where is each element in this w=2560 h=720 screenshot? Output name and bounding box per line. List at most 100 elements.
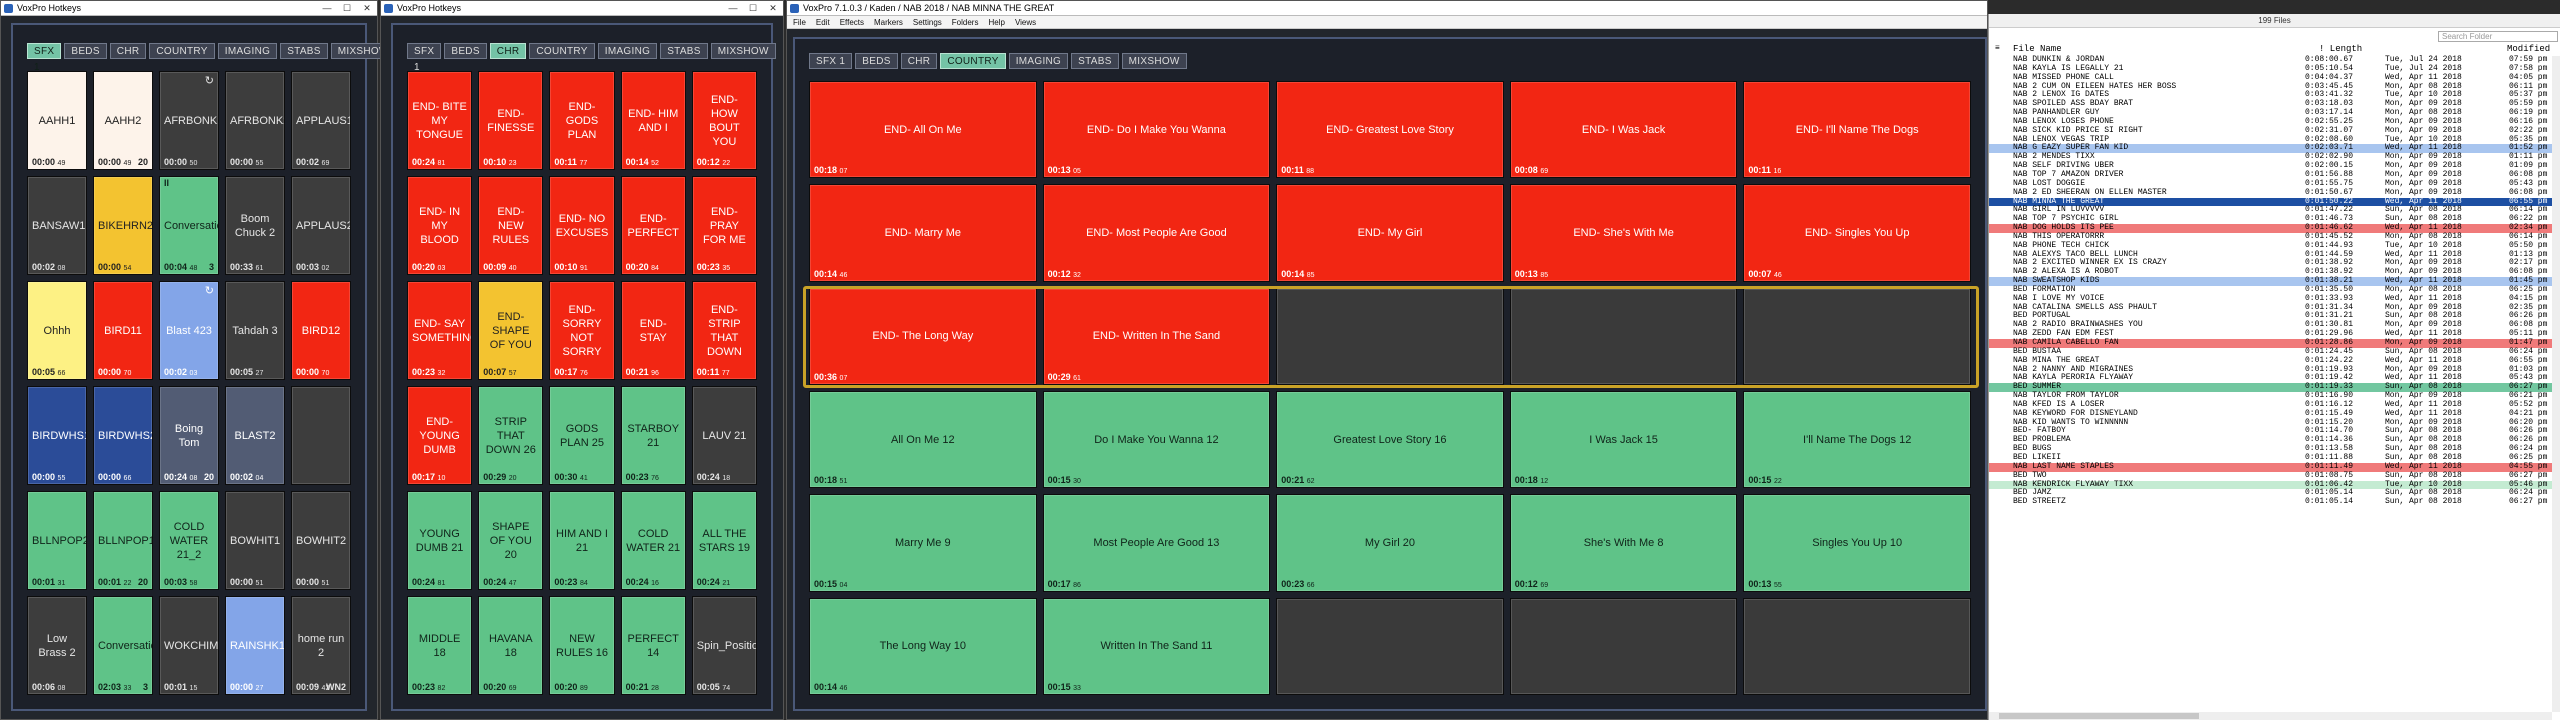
file-row[interactable]: NAB PHONE TECH CHICK 0:01:44.93 Tue, Apr 1… [1989,241,2560,251]
hotkey-pad[interactable]: END- My Girl 00:14 85 [1276,184,1504,282]
col-length[interactable]: ! Length [2319,44,2363,54]
file-row[interactable]: NAB SELF DRIVING UBER 0:02:00.15 Mon, Apr … [1989,161,2560,171]
hotkey-pad[interactable]: END- Most People Are Good 00:12 32 [1042,184,1271,282]
file-row[interactable]: NAB TOP 7 AMAZON DRIVER 0:01:56.88 Mon, Ap… [1989,170,2560,180]
hotkey-pad[interactable]: END- Marry Me 00:14 46 [809,184,1037,282]
hotkey-pad[interactable]: END- Singles You Up 00:07 46 [1743,184,1971,282]
tab-chr[interactable]: CHR [109,43,147,59]
hotkey-pad[interactable]: BLLNPOP2 00:01 31 [27,491,87,590]
file-row[interactable]: NAB TOP 7 PSYCHIC GIRL 0:01:46.73 Sun, Apr… [1989,214,2560,224]
menu-file[interactable]: File [793,18,806,27]
tab-imaging[interactable]: IMAGING [217,43,278,59]
hotkey-pad[interactable] [1276,597,1504,695]
file-row[interactable]: NAB I LOVE MY VOICE 0:01:33.93 Wed, Apr 11… [1989,294,2560,304]
tab-imaging[interactable]: IMAGING [597,43,658,59]
col-modified[interactable]: Modified [2507,44,2551,54]
hotkey-pad[interactable]: Boom Chuck 2 00:33 61 [225,176,285,275]
hotkey-pad[interactable]: PERFECT 14 00:21 28 [620,596,686,695]
hotkey-pad[interactable]: BIRD11 00:00 70 [93,281,153,380]
vertical-scrollbar[interactable] [2552,56,2560,712]
hotkey-pad[interactable]: Most People Are Good 13 00:17 86 [1042,494,1271,592]
file-row[interactable]: NAB KID WANTS TO WINNNNN 0:01:15.20 Mon, A… [1989,418,2560,428]
tab-stabs[interactable]: STABS [660,43,708,59]
menu-help[interactable]: Help [988,18,1005,27]
file-row[interactable]: NAB KEYWORD FOR DISNEYLAND 0:01:15.49 Wed,… [1989,409,2560,419]
file-row[interactable]: BED BUGS 0:01:13.58 Sun, Apr 08 2018 06:24 … [1989,444,2560,454]
hotkey-pad[interactable] [291,386,351,485]
hotkey-pad[interactable]: END- NO EXCUSES 00:10 91 [549,176,615,275]
tab-country[interactable]: COUNTRY [529,43,595,59]
scroll-thumb[interactable] [1999,713,2199,719]
file-row[interactable]: BED- FATBOY 0:01:14.70 Sun, Apr 08 2018 06:… [1989,427,2560,436]
hotkey-pad[interactable]: All On Me 12 00:18 51 [809,391,1037,489]
file-row[interactable]: NAB CATALINA SMELLS ASS PHAULT 0:01:31.34… [1989,303,2560,313]
close-icon[interactable]: ✕ [769,3,777,13]
hotkey-pad[interactable]: APPLAUS2 00:03 02 [291,176,351,275]
tab-mixshow[interactable]: MIXSHOW [1121,53,1187,69]
hotkey-pad[interactable]: ALL THE STARS 19 00:24 21 [691,491,757,590]
tab-country[interactable]: COUNTRY [940,53,1006,69]
hotkey-pad[interactable] [1509,597,1738,695]
file-row[interactable]: NAB SWEATSHOP KIDS 0:01:38.21 Wed, Apr 11 … [1989,276,2560,286]
file-row[interactable]: BED PORTUGAL 0:01:31.21 Sun, Apr 08 2018 06… [1989,312,2560,321]
hotkey-pad[interactable]: COLD WATER 21 00:24 16 [620,491,686,590]
file-row[interactable]: NAB PANHANDLER GUY 0:03:17.14 Mon, Apr 08 … [1989,108,2560,118]
file-row[interactable]: NAB SPOILED ASS BDAY BRAT 0:03:18.03 Mon, … [1989,99,2560,109]
hotkey-pad[interactable]: Greatest Love Story 16 00:21 62 [1276,391,1504,489]
minimize-icon[interactable]: — [728,3,738,13]
file-row[interactable]: NAB G EAZY SUPER FAN KID 0:02:03.71 Wed, A… [1989,144,2560,154]
maximize-icon[interactable]: ☐ [748,3,758,13]
file-row[interactable]: NAB MINA THE GREAT 0:01:24.22 Wed, Apr 11 … [1989,356,2560,366]
hotkey-pad[interactable]: Tahdah 3 00:05 27 [225,281,285,380]
file-row[interactable]: NAB KENDRICK FLYAWAY TIXX 0:01:06.42 Tue, … [1989,480,2560,490]
hotkey-pad[interactable]: Spin_Positioner5 00:05 74 [691,596,757,695]
hotkey-pad[interactable]: BIRDWHS1 00:00 55 [27,386,87,485]
maximize-icon[interactable]: ☐ [342,3,352,13]
tab-stabs[interactable]: STABS [280,43,328,59]
file-row[interactable]: BED STREETZ 0:01:05.14 Sun, Apr 08 2018 06:… [1989,497,2560,507]
hotkey-pad[interactable]: HIM AND I 21 00:23 84 [549,491,615,590]
file-row[interactable]: NAB LOST DOGGIE 0:01:55.75 Mon, Apr 09 201… [1989,179,2560,189]
tab-sfx-1[interactable]: SFX 1 [407,43,442,73]
file-row[interactable]: NAB KFED IS A LOSER 0:01:16.12 Wed, Apr 11… [1989,400,2560,410]
file-row[interactable]: BED PROBLEMA 0:01:14.36 Sun, Apr 08 2018 06… [1989,435,2560,445]
file-row[interactable]: NAB 2 EXCITED WINNER EX IS CRAZY 0:01:38.… [1989,259,2560,268]
hotkey-pad[interactable]: END- She's With Me 00:13 85 [1509,184,1738,282]
hotkey-pad[interactable]: Conversation_2 00:04 48 3 II [159,176,219,275]
hotkey-pad[interactable]: Ohhh 00:05 66 [27,281,87,380]
hotkey-pad[interactable]: END- IN MY BLOOD 00:20 03 [407,176,473,275]
minimize-icon[interactable]: — [322,3,332,13]
file-row[interactable]: NAB CAMILA CABELLO FAN 0:01:28.86 Mon, Apr… [1989,338,2560,348]
hotkey-pad[interactable]: END- STAY 00:21 96 [620,281,686,380]
file-row[interactable]: BED TWO 0:01:08.75 Sun, Apr 08 2018 06:27 p… [1989,471,2560,481]
hotkey-pad[interactable]: MIDDLE 18 00:23 82 [407,596,473,695]
hotkey-pad[interactable]: YOUNG DUMB 21 00:24 81 [407,491,473,590]
file-row[interactable]: NAB GIRL IN LUVVVVV 0:01:47.22 Sun, Apr 08… [1989,205,2560,215]
file-row[interactable]: NAB 2 RADIO BRAINWASHES YOU 0:01:30.81 Mon… [1989,320,2560,330]
hotkey-pad[interactable]: WOKCHIM2 00:01 15 [159,596,219,695]
search-folder-input[interactable]: Search Folder [2438,31,2558,42]
menu-effects[interactable]: Effects [839,18,864,27]
file-row[interactable]: BED LIKEII 0:01:11.88 Sun, Apr 08 2018 06:2… [1989,453,2560,463]
file-row[interactable]: NAB TAYLOR FROM TAYLOR 0:01:16.90 Mon, Apr… [1989,391,2560,401]
hotkey-pad[interactable] [1743,287,1971,385]
hotkey-pad[interactable]: AFRBONK1 00:00 50 ↻ [159,71,219,170]
hotkey-pad[interactable]: END- The Long Way 00:36 07 [809,287,1037,385]
menu-edit[interactable]: Edit [815,18,830,27]
tab-chr[interactable]: CHR [900,53,938,69]
hotkey-pad[interactable]: Blast 423 00:02 03 ↻ [159,281,219,380]
hotkey-pad[interactable]: END- FINESSE 00:10 23 [478,71,544,170]
hotkey-pad[interactable]: BANSAW1 00:02 08 [27,176,87,275]
horizontal-scrollbar[interactable] [1989,712,2552,720]
hotkey-pad[interactable]: END- HOW BOUT YOU 00:12 22 [691,71,757,170]
hotkey-pad[interactable]: STARBOY 21 00:23 76 [620,386,686,485]
hotkey-pad[interactable]: Do I Make You Wanna 12 00:15 30 [1042,391,1271,489]
hotkey-pad[interactable]: RAINSHK1 00:00 27 [225,596,285,695]
hotkey-pad[interactable]: BIRD12 00:00 70 [291,281,351,380]
hotkey-pad[interactable]: END- NEW RULES 00:09 40 [478,176,544,275]
menu-folders[interactable]: Folders [951,18,979,27]
hotkey-pad[interactable]: Conversation02:03 333 [93,596,153,695]
hotkey-pad[interactable]: END- SAY SOMETHING 00:23 32 [407,281,473,380]
file-row[interactable]: NAB ALEXYS TACO BELL LUNCH 0:01:44.59 Wed,… [1989,250,2560,260]
tab-mixshow[interactable]: MIXSHOW [710,43,776,59]
